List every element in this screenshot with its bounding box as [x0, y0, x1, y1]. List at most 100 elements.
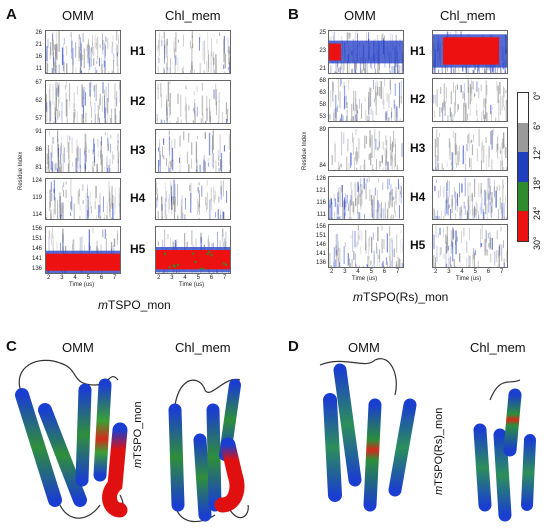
panel-b-caption: mTSPO(Rs)_mon: [353, 290, 449, 304]
x-tick-label: 4: [460, 269, 464, 275]
y-tick-label: 89: [319, 127, 326, 133]
y-tick-label: 156: [315, 224, 326, 230]
y-tick-label: 23: [319, 48, 326, 54]
helix-label-h2: H2: [410, 92, 426, 106]
y-tick-label: 21: [35, 42, 42, 48]
heatmap-chlmem-h5: [432, 224, 508, 268]
helix-label-h2: H2: [130, 94, 146, 108]
d-chl-helix-4: [521, 434, 536, 511]
helix-label-h5: H5: [410, 238, 426, 252]
heatmap-omm-h3: [45, 129, 121, 173]
omm-helix-4: [93, 378, 112, 482]
x-tick-label: 6: [486, 269, 491, 275]
colorbar-label: 6°: [532, 121, 542, 130]
d-chl-helix-2: [493, 428, 512, 522]
panel-c-chlmem-heading: Chl_mem: [175, 340, 231, 355]
d-omm-helix-4: [388, 398, 417, 497]
omm-helix-1: [15, 388, 62, 507]
x-tick-label: 7: [500, 269, 504, 275]
y-tick-label: 91: [35, 129, 42, 135]
colorbar-label: 18°: [532, 176, 542, 190]
y-tick-label: 25: [319, 30, 326, 36]
y-tick-label: 81: [35, 165, 42, 171]
y-tick-label: 126: [315, 176, 326, 182]
y-tick-label: 116: [316, 200, 326, 206]
y-tick-label: 68: [319, 78, 326, 84]
panel-c-structures: [15, 359, 249, 523]
x-tick-label: 4: [73, 275, 77, 281]
heatmap-omm-h5: [328, 224, 404, 268]
x-axis-label: Time (us): [69, 282, 95, 288]
x-tick-label: 6: [382, 269, 387, 275]
heatmap-chlmem-h1: [155, 30, 231, 74]
heatmap-chlmem-h4: [432, 176, 508, 220]
x-tick-label: 4: [356, 269, 360, 275]
d-omm-helix-3: [363, 398, 382, 512]
y-tick-label: 63: [319, 90, 326, 96]
colorbar-label: 24°: [532, 206, 542, 220]
heatmap-chlmem-h3: [155, 129, 231, 173]
colorbar-blue: [518, 152, 528, 182]
x-tick-label: 3: [343, 269, 347, 275]
heatmap-chlmem-h2: [155, 80, 231, 124]
y-tick-label: 111: [316, 212, 326, 218]
d-omm-helix-1: [323, 393, 342, 502]
helix-label-h1: H1: [130, 44, 146, 58]
colorbar-red: [518, 211, 528, 241]
y-tick-label: 16: [35, 54, 42, 60]
colorbar-gray: [518, 122, 528, 153]
colorbar-white: [518, 93, 528, 123]
x-tick-label: 2: [434, 269, 438, 275]
y-axis-label: Residue Index: [302, 131, 308, 170]
panel-d-omm-heading: OMM: [348, 340, 380, 355]
helix-label-h1: H1: [410, 44, 426, 58]
y-tick-label: 58: [319, 102, 326, 108]
panel-d-chlmem-heading: Chl_mem: [470, 340, 526, 355]
x-tick-label: 7: [396, 269, 400, 275]
helix-label-h3: H3: [410, 141, 426, 155]
heatmap-chlmem-h5: [155, 226, 231, 274]
helix-label-h3: H3: [130, 143, 146, 157]
colorbar: [517, 92, 529, 242]
y-tick-label: 136: [31, 266, 42, 272]
heatmap-chlmem-h3: [432, 127, 508, 171]
heatmap-omm-h2: [328, 78, 404, 122]
panel-letter-c: C: [6, 338, 17, 355]
chl-helix-1: [168, 403, 185, 512]
panel-letter-d: D: [288, 338, 299, 355]
chl-helix-5: [214, 437, 245, 513]
d-chl-loop: [489, 379, 521, 401]
panel-letter-b: B: [288, 6, 299, 23]
y-tick-label: 62: [35, 98, 42, 104]
d-chl-helix-3: [503, 388, 522, 457]
y-tick-label: 124: [31, 178, 42, 184]
x-tick-label: 3: [60, 275, 64, 281]
x-tick-label: 2: [330, 269, 334, 275]
y-tick-label: 86: [35, 147, 42, 153]
helix-label-h4: H4: [410, 190, 426, 204]
heatmap-omm-h1: [45, 30, 121, 74]
x-tick-label: 3: [447, 269, 451, 275]
x-axis-label: Time (us): [352, 276, 378, 282]
colorbar-label: 12°: [532, 146, 542, 160]
x-tick-label: 5: [86, 275, 90, 281]
x-tick-label: 6: [99, 275, 104, 281]
helix-label-h4: H4: [130, 191, 146, 205]
chl-loop-1: [174, 378, 241, 406]
panel-d-structures: [319, 358, 536, 522]
y-tick-label: 141: [31, 256, 42, 262]
x-tick-label: 6: [209, 275, 214, 281]
y-axis-label: Residue Index: [18, 151, 24, 190]
heatmap-chlmem-h2: [432, 78, 508, 122]
y-tick-label: 136: [315, 260, 326, 266]
heatmap-omm-h4: [328, 176, 404, 220]
x-tick-label: 7: [223, 275, 227, 281]
heatmap-omm-h5: [45, 226, 121, 274]
heatmap-chlmem-h1: [432, 30, 508, 74]
y-tick-label: 57: [35, 116, 42, 122]
heatmap-omm-h3: [328, 127, 404, 171]
heatmap-chlmem-h4: [155, 178, 231, 220]
heatmap-omm-h2: [45, 80, 121, 124]
panel-a-caption: mTSPO_mon: [98, 298, 171, 312]
panel-c-omm-heading: OMM: [62, 340, 94, 355]
